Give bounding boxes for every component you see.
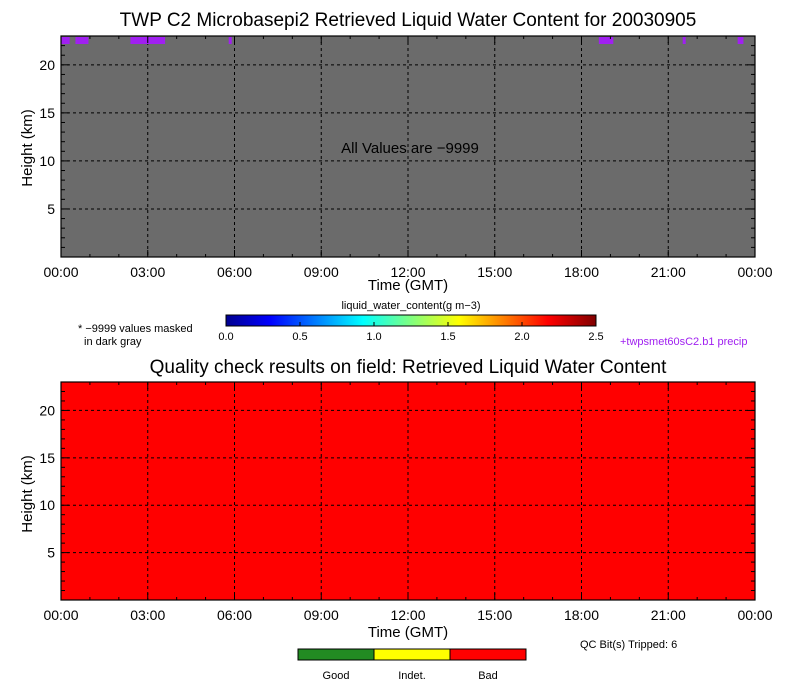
y-tick-label: 20 — [39, 402, 55, 418]
mask-note-line2: in dark gray — [84, 336, 142, 348]
x-tick-label: 21:00 — [651, 264, 686, 280]
x-tick-label: 06:00 — [217, 607, 252, 623]
y-tick-label: 10 — [39, 153, 55, 169]
colorbar-tick-label: 0.0 — [218, 331, 233, 343]
colorbar-gradient — [225, 314, 597, 327]
x-tick-label: 00:00 — [737, 264, 772, 280]
x-tick-label: 03:00 — [130, 264, 165, 280]
precip-marker — [737, 37, 744, 44]
precip-marker — [682, 37, 686, 44]
lwc-all-values-note: All Values are −9999 — [341, 140, 479, 157]
lwc-x-axis-label: Time (GMT) — [368, 277, 448, 294]
qc-legend-swatch — [449, 648, 527, 661]
colorbar-tick-label: 2.5 — [588, 331, 603, 343]
qc-legend-label: Bad — [478, 670, 498, 682]
precip-marker — [598, 37, 614, 44]
qc-title: Quality check results on field: Retrieve… — [150, 357, 667, 378]
y-tick-label: 5 — [47, 545, 55, 561]
y-tick-label: 15 — [39, 105, 55, 121]
qc-legend-label: Good — [323, 670, 350, 682]
x-tick-label: 12:00 — [390, 607, 425, 623]
qc-bits-note: QC Bit(s) Tripped: 6 — [580, 639, 677, 651]
x-tick-label: 00:00 — [737, 607, 772, 623]
precip-note: +twpsmet60sC2.b1 precip — [620, 336, 747, 348]
colorbar-tick-label: 1.0 — [366, 331, 381, 343]
y-tick-label: 5 — [47, 201, 55, 217]
qc-legend-swatch — [297, 648, 375, 661]
mask-note-line1: * −9999 values masked — [78, 323, 193, 335]
x-tick-label: 09:00 — [304, 264, 339, 280]
x-tick-label: 12:00 — [390, 264, 425, 280]
x-tick-label: 18:00 — [564, 607, 599, 623]
x-tick-label: 06:00 — [217, 264, 252, 280]
colorbar-tick-label: 1.5 — [440, 331, 455, 343]
x-tick-label: 18:00 — [564, 264, 599, 280]
lwc-plot: TWP C2 Microbasepi2 Retrieved Liquid Wat… — [19, 10, 773, 294]
colorbar-label: liquid_water_content(g m−3) — [341, 300, 480, 312]
y-tick-label: 20 — [39, 57, 55, 73]
lwc-y-axis-label: Height (km) — [19, 109, 36, 187]
x-tick-label: 00:00 — [43, 607, 78, 623]
x-tick-label: 09:00 — [304, 607, 339, 623]
colorbar-tick-label: 2.0 — [514, 331, 529, 343]
y-tick-label: 10 — [39, 497, 55, 513]
qc-plot: Quality check results on field: Retrieve… — [19, 357, 773, 682]
qc-x-axis-label: Time (GMT) — [368, 624, 448, 641]
lwc-title: TWP C2 Microbasepi2 Retrieved Liquid Wat… — [120, 10, 697, 31]
x-tick-label: 00:00 — [43, 264, 78, 280]
qc-legend-swatch — [373, 648, 451, 661]
lwc-colorbar: liquid_water_content(g m−3) 0.0 0.5 1.0 1.5… — [78, 300, 747, 348]
x-tick-label: 03:00 — [130, 607, 165, 623]
qc-legend-label: Indet. — [398, 670, 426, 682]
x-tick-label: 15:00 — [477, 607, 512, 623]
x-tick-label: 21:00 — [651, 607, 686, 623]
x-tick-label: 15:00 — [477, 264, 512, 280]
qc-y-axis-label: Height (km) — [19, 455, 36, 533]
y-tick-label: 15 — [39, 450, 55, 466]
colorbar-tick-label: 0.5 — [292, 331, 307, 343]
precip-marker — [75, 37, 89, 44]
precip-marker — [228, 37, 232, 44]
precip-marker — [61, 37, 70, 44]
